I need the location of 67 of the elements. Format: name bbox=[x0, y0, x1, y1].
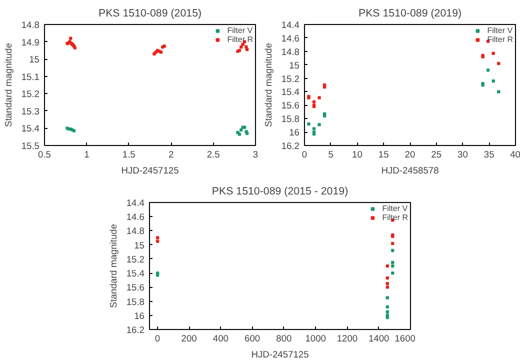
y-tick-label: 16.2 bbox=[126, 325, 144, 335]
x-axis-title: HJD-2457125 bbox=[251, 350, 309, 360]
y-axis-title: Standard magnitude bbox=[3, 42, 14, 128]
y-tick-label: 14.4 bbox=[126, 198, 144, 208]
y-tick-label: 15.4 bbox=[21, 124, 40, 134]
y-tick-label: 14.4 bbox=[281, 20, 300, 30]
y-tick-label: 14.9 bbox=[21, 37, 40, 48]
legend-label: Filter R bbox=[487, 35, 513, 44]
y-tick-label: 16 bbox=[289, 128, 300, 138]
legend-label: Filter V bbox=[487, 26, 513, 35]
x-tick-label: 800 bbox=[276, 334, 292, 344]
x-tick-label: 15 bbox=[378, 150, 389, 160]
y-tick-label: 14.8 bbox=[281, 46, 300, 57]
y-tick-label: 15 bbox=[289, 60, 300, 70]
x-axis-title: HJD-2458578 bbox=[381, 166, 439, 176]
legend-label: Filter V bbox=[227, 26, 253, 35]
y-tick-label: 15.2 bbox=[21, 89, 40, 100]
x-tick-label: 1600 bbox=[394, 334, 416, 344]
x-tick-label: 1400 bbox=[368, 334, 390, 344]
x-tick-label: 0.5 bbox=[38, 150, 51, 160]
chart-title: PKS 1510-089 (2015) bbox=[98, 8, 202, 20]
y-tick-label: 15.8 bbox=[126, 296, 144, 307]
chart-title: PKS 1510-089 (2019) bbox=[358, 8, 462, 20]
y-tick-label: 14.8 bbox=[126, 226, 144, 236]
x-tick-label: 20 bbox=[404, 150, 416, 160]
y-tick-label: 15.3 bbox=[21, 106, 40, 116]
x-tick-label: 2 bbox=[168, 150, 174, 160]
x-tick-label: 30 bbox=[458, 150, 468, 160]
y-axis-title: Standard magnitude bbox=[108, 224, 118, 308]
y-axis-title: Standard magnitude bbox=[263, 42, 274, 128]
x-tick-label: 3 bbox=[252, 150, 258, 160]
y-tick-label: 15.1 bbox=[21, 72, 40, 82]
y-tick-label: 16 bbox=[134, 310, 145, 321]
y-tick-label: 16.2 bbox=[281, 141, 300, 151]
x-tick-label: 5 bbox=[328, 150, 334, 160]
legend-label: Filter R bbox=[227, 35, 253, 44]
legend-label: Filter V bbox=[382, 204, 408, 213]
y-tick-label: 14.6 bbox=[281, 33, 300, 44]
y-tick-label: 14.6 bbox=[126, 212, 144, 222]
legend-label: Filter R bbox=[382, 213, 408, 222]
y-tick-label: 15.6 bbox=[281, 100, 300, 111]
chart-title: PKS 1510-089 (2015 - 2019) bbox=[212, 186, 348, 198]
x-tick-label: 35 bbox=[484, 150, 494, 160]
x-tick-label: 200 bbox=[181, 334, 197, 344]
x-tick-label: 40 bbox=[510, 150, 520, 160]
y-tick-label: 15.2 bbox=[126, 254, 144, 264]
y-tick-label: 15 bbox=[134, 240, 145, 250]
y-tick-label: 15.5 bbox=[21, 141, 40, 151]
x-tick-label: 600 bbox=[244, 334, 260, 344]
x-tick-label: 0 bbox=[302, 150, 308, 160]
y-tick-label: 15.8 bbox=[281, 114, 300, 124]
x-tick-label: 1000 bbox=[305, 334, 326, 344]
x-tick-label: 25 bbox=[431, 150, 442, 160]
x-tick-label: 400 bbox=[212, 334, 228, 344]
x-axis-title: HJD-2457125 bbox=[121, 166, 179, 176]
x-tick-label: 1200 bbox=[336, 334, 358, 344]
x-tick-label: 10 bbox=[352, 150, 362, 160]
x-tick-label: 2.5 bbox=[206, 150, 220, 160]
y-tick-label: 15.2 bbox=[281, 74, 300, 84]
y-tick-label: 14.8 bbox=[21, 20, 40, 30]
x-tick-label: 1.5 bbox=[122, 150, 136, 160]
y-tick-label: 15.4 bbox=[281, 87, 300, 98]
y-tick-label: 15.4 bbox=[126, 268, 144, 279]
x-tick-label: 1 bbox=[84, 150, 90, 160]
x-tick-label: 0 bbox=[154, 334, 160, 344]
y-tick-label: 15 bbox=[29, 54, 40, 65]
y-tick-label: 15.6 bbox=[126, 282, 144, 293]
